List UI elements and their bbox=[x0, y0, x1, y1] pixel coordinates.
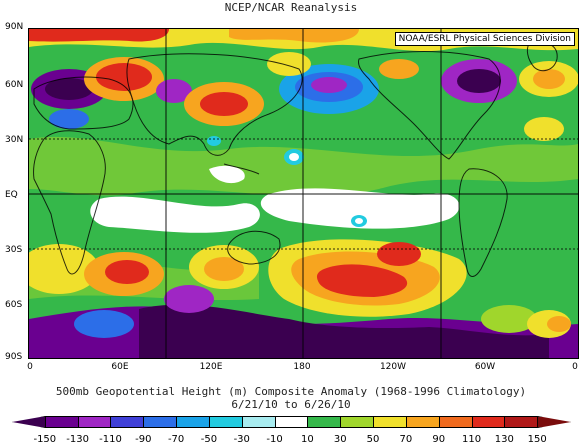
lon-label-0-right: 0 bbox=[572, 362, 578, 372]
lat-label-eq: EQ bbox=[5, 190, 18, 200]
colorbar-segment bbox=[274, 416, 309, 428]
lat-label-60s: 60S bbox=[5, 300, 23, 310]
lon-label-120e: 120E bbox=[199, 362, 223, 372]
lat-label-90s: 90S bbox=[5, 352, 23, 362]
colorbar-segment bbox=[12, 416, 46, 428]
lat-label-30s: 30S bbox=[5, 245, 23, 255]
lon-label-0-left: 0 bbox=[27, 362, 33, 372]
colorbar-segment bbox=[176, 416, 210, 428]
credit-label: NOAA/ESRL Physical Sciences Division bbox=[394, 32, 575, 46]
colorbar-tick-label: -30 bbox=[233, 434, 250, 445]
colorbar-tick-label: 70 bbox=[399, 434, 413, 445]
colorbar-tick-label: 90 bbox=[432, 434, 446, 445]
lat-label-60n: 60N bbox=[5, 80, 24, 90]
colorbar-segment bbox=[44, 416, 79, 428]
colorbar bbox=[0, 416, 582, 430]
colorbar-segment bbox=[77, 416, 112, 428]
colorbar-segment bbox=[504, 416, 539, 428]
colorbar-tick-label: 150 bbox=[527, 434, 547, 445]
colorbar-segment bbox=[208, 416, 243, 428]
colorbar-tick-label: -110 bbox=[99, 434, 122, 445]
caption-line-1: 500mb Geopotential Height (m) Composite … bbox=[55, 385, 527, 398]
anomaly-map: NOAA/ESRL Physical Sciences Division bbox=[28, 28, 579, 359]
colorbar-tick-label: -130 bbox=[66, 434, 89, 445]
colorbar-tick-label: -90 bbox=[135, 434, 152, 445]
lat-label-90n: 90N bbox=[5, 22, 24, 32]
colorbar-segment bbox=[471, 416, 506, 428]
colorbar-tick-label: 10 bbox=[301, 434, 314, 445]
colorbar-segment bbox=[537, 416, 571, 428]
colorbar-tick-label: 30 bbox=[333, 434, 347, 445]
colorbar-segment bbox=[241, 416, 276, 428]
colorbar-segment bbox=[340, 416, 375, 428]
colorbar-tick-label: -50 bbox=[200, 434, 218, 445]
colorbar-segment bbox=[438, 416, 473, 428]
colorbar-tick-label: -70 bbox=[167, 434, 185, 445]
colorbar-tick-label: -10 bbox=[266, 434, 283, 445]
lon-label-60w: 60W bbox=[474, 362, 496, 372]
caption-line-2: 6/21/10 to 6/26/10 bbox=[231, 398, 351, 411]
colorbar-segment bbox=[143, 416, 178, 428]
colorbar-segment bbox=[405, 416, 440, 428]
lon-label-180: 180 bbox=[293, 362, 311, 372]
lon-label-120w: 120W bbox=[379, 362, 407, 372]
colorbar-segment bbox=[373, 416, 407, 428]
colorbar-segment bbox=[110, 416, 145, 428]
colorbar-tick-label: 110 bbox=[461, 434, 482, 445]
colorbar-segment bbox=[307, 416, 342, 428]
colorbar-tick-label: 130 bbox=[494, 434, 514, 445]
anomaly-map-graphic bbox=[29, 29, 578, 358]
lat-label-30n: 30N bbox=[5, 135, 24, 145]
colorbar-tick-label: 50 bbox=[366, 434, 380, 445]
colorbar-tick-label: -150 bbox=[33, 434, 57, 445]
chart-title: NCEP/NCAR Reanalysis bbox=[224, 1, 358, 14]
lon-label-60e: 60E bbox=[111, 362, 129, 372]
